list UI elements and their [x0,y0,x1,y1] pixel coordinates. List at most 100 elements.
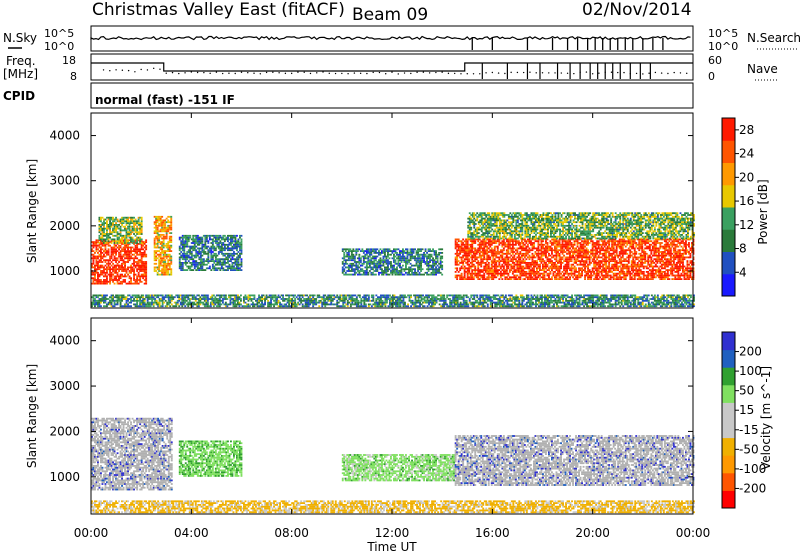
scatter-cell [240,251,243,253]
scatter-cell [478,263,481,266]
scatter-cell [390,253,392,256]
scatter-cell [523,278,526,280]
scatter-cell [587,269,589,271]
scatter-cell [119,277,122,280]
scatter-cell [426,268,428,271]
scatter-cell [433,271,436,274]
scatter-cell [600,272,603,275]
scatter-cell [199,236,202,239]
scatter-cell [349,259,352,262]
scatter-cell [608,242,611,244]
scatter-cell [480,243,483,246]
scatter-cell [633,260,636,262]
scatter-cell [156,230,159,233]
scatter-cell [400,250,403,252]
scatter-cell [104,233,107,235]
scatter-cell [457,263,460,266]
scatter-cell [578,254,580,257]
scatter-cell [170,237,173,240]
scatter-cell [480,260,483,262]
scatter-cell [630,276,633,279]
scatter-cell [528,258,531,261]
scatter-cell [566,269,568,271]
scatter-cell [164,244,167,247]
scatter-cell [435,253,437,256]
scatter-cell [569,240,571,243]
scatter-cell [456,260,459,262]
scatter-cell [486,249,489,252]
scatter-cell [647,242,650,244]
scatter-cell [239,243,241,246]
scatter-cell [549,262,552,264]
scatter-cell [109,266,111,269]
scatter-cell [136,238,139,241]
scatter-cell [587,258,589,261]
scatter-cell [579,252,582,255]
scatter-cell [609,278,612,280]
scatter-cell [134,218,137,221]
scatter-cell [490,263,493,266]
scatter-cell [181,234,184,237]
scatter-cell [510,254,513,257]
scatter-cell [418,257,421,260]
scatter-cell [91,241,93,243]
scatter-cell [227,236,229,239]
scatter-cell [139,233,142,235]
scatter-cell [520,252,523,255]
scatter-cell [180,240,183,243]
scatter-cell [531,267,534,270]
scatter-cell [531,243,534,246]
scatter-cell [109,231,111,234]
scatter-cell [130,248,132,251]
scatter-cell [597,256,600,259]
scatter-cell [531,272,534,275]
scatter-cell [131,240,134,243]
scatter-cell [376,248,379,251]
scatter-cell [499,272,502,275]
scatter-cell [429,248,431,251]
scatter-cell [519,272,522,275]
scatter-cell [119,225,122,228]
scatter-cell [103,282,105,285]
scatter-cell [213,245,216,248]
scatter-cell [168,250,171,252]
scatter-cell [531,247,534,250]
scatter-cell [424,253,427,256]
scatter-cell [520,242,523,244]
scatter-cell [155,215,158,218]
scatter-cell [498,256,501,259]
scatter-cell [469,249,472,252]
scatter-cell [528,278,531,280]
scatter-cell [101,240,104,243]
scatter-cell [115,261,117,263]
scatter-cell [496,247,499,250]
scatter-cell [373,264,376,267]
scatter-cell [588,260,591,262]
scatter-cell [210,251,213,253]
scatter-cell [501,263,504,266]
scatter-cell [558,265,561,268]
scatter-cell [106,222,108,224]
scatter-cell [106,279,108,281]
scatter-cell [128,266,131,269]
scatter-cell [474,251,477,253]
scatter-cell [627,258,630,261]
scatter-cell [222,247,225,250]
scatter-cell [233,240,235,243]
scatter-cell [396,268,398,271]
scatter-cell [517,260,520,262]
scatter-cell [585,249,588,252]
scatter-cell [128,225,131,228]
scatter-cell [116,240,119,243]
scatter-cell [552,272,555,275]
scatter-cell [581,260,583,262]
scatter-cell [231,252,234,255]
scatter-cell [133,275,135,278]
scatter-cell [385,257,388,260]
scatter-cell [130,250,132,252]
scatter-cell [234,243,237,246]
nave-dot [629,73,631,75]
scatter-cell [92,261,95,263]
scatter-cell [584,254,586,257]
scatter-cell [578,269,580,271]
